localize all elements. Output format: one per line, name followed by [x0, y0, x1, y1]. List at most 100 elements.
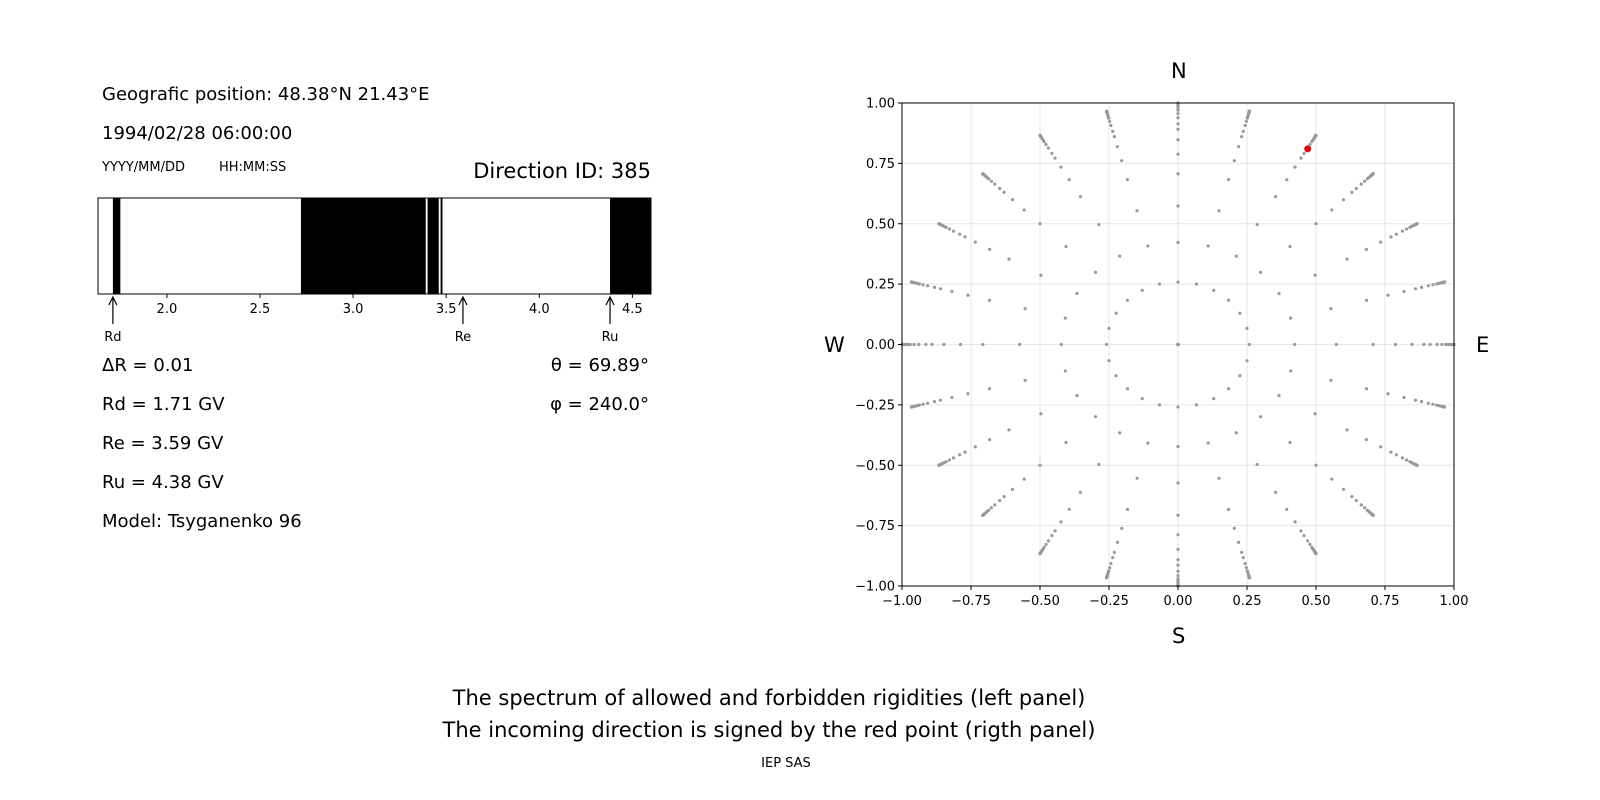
direction-point	[987, 387, 992, 391]
direction-point	[1075, 291, 1079, 296]
direction-point	[1442, 405, 1447, 409]
direction-point	[1176, 127, 1180, 131]
direction-point	[1419, 285, 1424, 289]
direction-point	[1115, 540, 1120, 544]
direction-point	[1293, 165, 1297, 169]
direction-point	[1064, 440, 1068, 445]
direction-point	[1176, 573, 1180, 578]
direction-point	[1002, 190, 1006, 194]
direction-point	[1038, 463, 1042, 467]
direction-point	[942, 342, 946, 347]
forbidden-band-3	[440, 198, 443, 294]
direction-point	[1277, 291, 1281, 296]
direction-point	[1293, 342, 1297, 347]
direction-point	[1243, 561, 1247, 566]
direction-point	[1314, 133, 1318, 137]
model-label: Model: Tsyganenko 96	[102, 511, 302, 532]
direction-point	[937, 222, 941, 226]
direction-point	[1415, 222, 1419, 226]
direction-point	[1236, 540, 1241, 544]
direction-point	[930, 342, 934, 347]
direction-point	[1093, 270, 1098, 274]
direction-point	[1386, 392, 1390, 396]
direction-point	[1067, 507, 1071, 511]
direction-point	[937, 463, 941, 467]
spectrum-frame	[97, 197, 652, 295]
direction-point	[1241, 129, 1245, 133]
direction-point	[1302, 151, 1306, 156]
direction-point	[1059, 165, 1063, 169]
ru-readout: Ru = 4.38 GV	[102, 472, 224, 493]
compass-west: W	[824, 333, 845, 357]
direction-point	[1404, 458, 1409, 462]
direction-point	[1063, 369, 1067, 373]
marker-arrow-head	[458, 295, 468, 306]
x-tick-label: −0.50	[1020, 594, 1060, 609]
direction-point	[1402, 289, 1406, 294]
direction-point	[1400, 456, 1405, 460]
direction-point	[989, 179, 993, 183]
direction-point	[973, 240, 977, 244]
direction-point	[1431, 402, 1435, 406]
direction-point	[1104, 342, 1109, 347]
direction-point	[1135, 476, 1139, 480]
y-tick-label: 0.50	[866, 217, 895, 232]
direction-point	[1176, 513, 1180, 517]
x-tick-label: −1.00	[882, 594, 922, 609]
x-tick-label: 0.50	[1302, 594, 1331, 609]
direction-point	[1273, 195, 1278, 199]
direction-point	[981, 513, 985, 517]
direction-point	[981, 342, 985, 347]
direction-point	[1258, 415, 1263, 419]
direction-point	[981, 172, 985, 176]
direction-point	[993, 503, 997, 507]
direction-point	[1176, 172, 1180, 176]
direction-point	[1022, 208, 1026, 212]
direction-point	[1364, 247, 1368, 251]
direction-point	[1176, 533, 1180, 537]
direction-point	[1226, 298, 1231, 302]
direction-point	[951, 229, 956, 233]
direction-point	[1135, 209, 1139, 213]
direction-point	[1422, 342, 1426, 347]
direction-point	[1345, 257, 1349, 261]
spectrum-tick-label: 3.5	[436, 302, 457, 317]
direction-point	[1245, 326, 1249, 330]
direction-point	[1255, 222, 1259, 227]
y-tick-label: 1.00	[866, 97, 895, 112]
marker-re: Re	[455, 295, 471, 345]
direction-point	[1157, 282, 1162, 286]
direction-point	[1241, 556, 1245, 560]
direction-point	[1176, 138, 1180, 142]
direction-point	[1107, 326, 1111, 330]
direction-point	[958, 232, 962, 236]
marker-rd: Rd	[104, 295, 122, 345]
direction-point	[924, 342, 928, 347]
direction-point	[958, 453, 962, 457]
direction-point	[1302, 533, 1306, 538]
direction-point	[1125, 298, 1130, 302]
direction-point	[1226, 387, 1231, 391]
direction-point	[1363, 179, 1367, 183]
direction-point	[1023, 307, 1027, 311]
selected-direction-point	[1304, 145, 1312, 153]
direction-point	[1289, 316, 1293, 320]
direction-point	[988, 247, 992, 251]
direction-point	[1289, 369, 1293, 373]
theta-readout: θ = 69.89°	[550, 355, 649, 376]
direction-point	[1389, 235, 1393, 239]
forbidden-band-0	[112, 198, 121, 294]
direction-point	[1386, 293, 1390, 297]
direction-id: Direction ID: 385	[473, 159, 651, 183]
direction-point	[1288, 244, 1292, 249]
direction-point	[1299, 156, 1303, 160]
direction-point	[1010, 198, 1015, 202]
direction-point	[1329, 307, 1333, 311]
y-tick-label: −0.50	[855, 459, 895, 474]
direction-point	[1078, 195, 1083, 199]
direction-point	[1109, 123, 1113, 128]
direction-point	[1125, 177, 1130, 182]
direction-point	[1078, 490, 1083, 494]
direction-point	[1308, 542, 1312, 547]
